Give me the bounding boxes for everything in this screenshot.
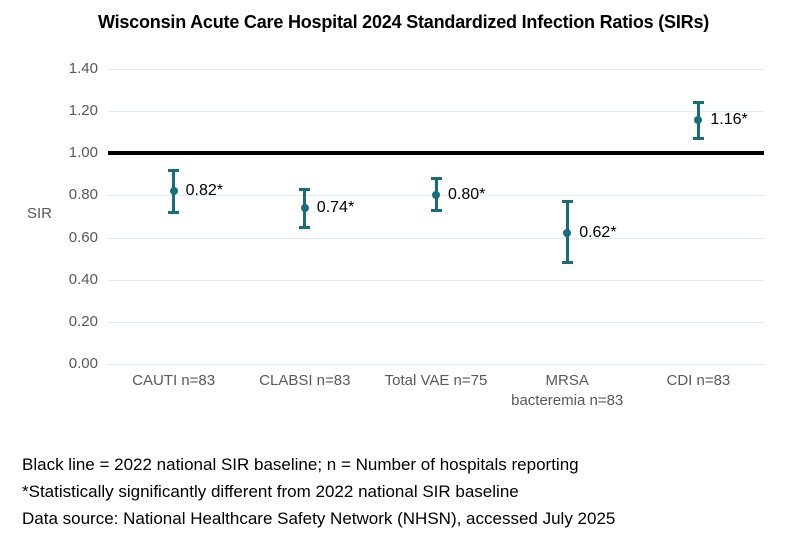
plot-area: 0.00 0.20 0.40 0.60 0.80 1.00 1.20 1.40 0.82* CAU…: [69, 60, 764, 409]
error-bar-cap-top: [299, 187, 311, 191]
data-point: [694, 115, 703, 124]
gridline: [108, 111, 764, 113]
footnotes: Black line = 2022 national SIR baseline;…: [22, 451, 615, 532]
error-bar-cap-top: [561, 200, 573, 204]
x-category-label: MRSA bacteremia n=83: [511, 372, 624, 409]
error-bar-cap-bottom: [692, 137, 704, 141]
y-tick-label: 1.40: [68, 60, 98, 77]
y-tick-label: 1.00: [68, 144, 98, 162]
error-bar-cap-bottom: [168, 210, 180, 214]
data-point-label: 1.16*: [710, 110, 748, 128]
footnote-baseline: Black line = 2022 national SIR baseline;…: [22, 455, 579, 474]
y-tick-label: 0.20: [68, 312, 98, 330]
x-category-label: CLABSI n=83: [259, 372, 351, 389]
error-bar-cap-top: [168, 168, 180, 172]
footnote-source: Data source: National Healthcare Safety …: [22, 509, 616, 528]
gridline: [108, 69, 764, 70]
y-tick-label: 0.60: [68, 228, 98, 246]
footnote-significance: *Statistically significantly different f…: [22, 482, 519, 501]
x-category-label: CDI n=83: [666, 372, 731, 389]
data-point: [300, 204, 309, 213]
gridline: [108, 321, 764, 323]
x-category-label: Total VAE n=75: [384, 372, 488, 389]
y-tick-label: 1.20: [68, 102, 98, 120]
error-bar-cap-bottom: [561, 261, 573, 265]
y-tick-label: 0.80: [68, 186, 98, 204]
y-axis-label: SIR: [27, 205, 53, 222]
data-point-label: 0.62*: [579, 224, 617, 242]
baseline-line: [108, 151, 764, 156]
error-bar-cap-top: [692, 101, 704, 105]
error-bar-cap-top: [430, 177, 442, 181]
gridline: [108, 237, 764, 239]
y-tick-label: 0.00: [68, 355, 98, 372]
error-bar-cap-bottom: [430, 208, 442, 212]
x-category-label: CAUTI n=83: [132, 372, 216, 389]
gridline: [108, 279, 764, 281]
data-point: [432, 191, 440, 200]
data-point-label: 0.80*: [448, 186, 486, 204]
data-point: [563, 229, 572, 238]
gridline: [108, 364, 764, 365]
data-point: [169, 187, 178, 196]
data-point-label: 0.74*: [316, 199, 355, 217]
error-bar-cap-bottom: [299, 225, 311, 229]
chart-title: Wisconsin Acute Care Hospital 2024 Stand…: [97, 12, 710, 32]
data-point-label: 0.82*: [185, 182, 223, 200]
y-tick-label: 0.40: [68, 270, 98, 288]
